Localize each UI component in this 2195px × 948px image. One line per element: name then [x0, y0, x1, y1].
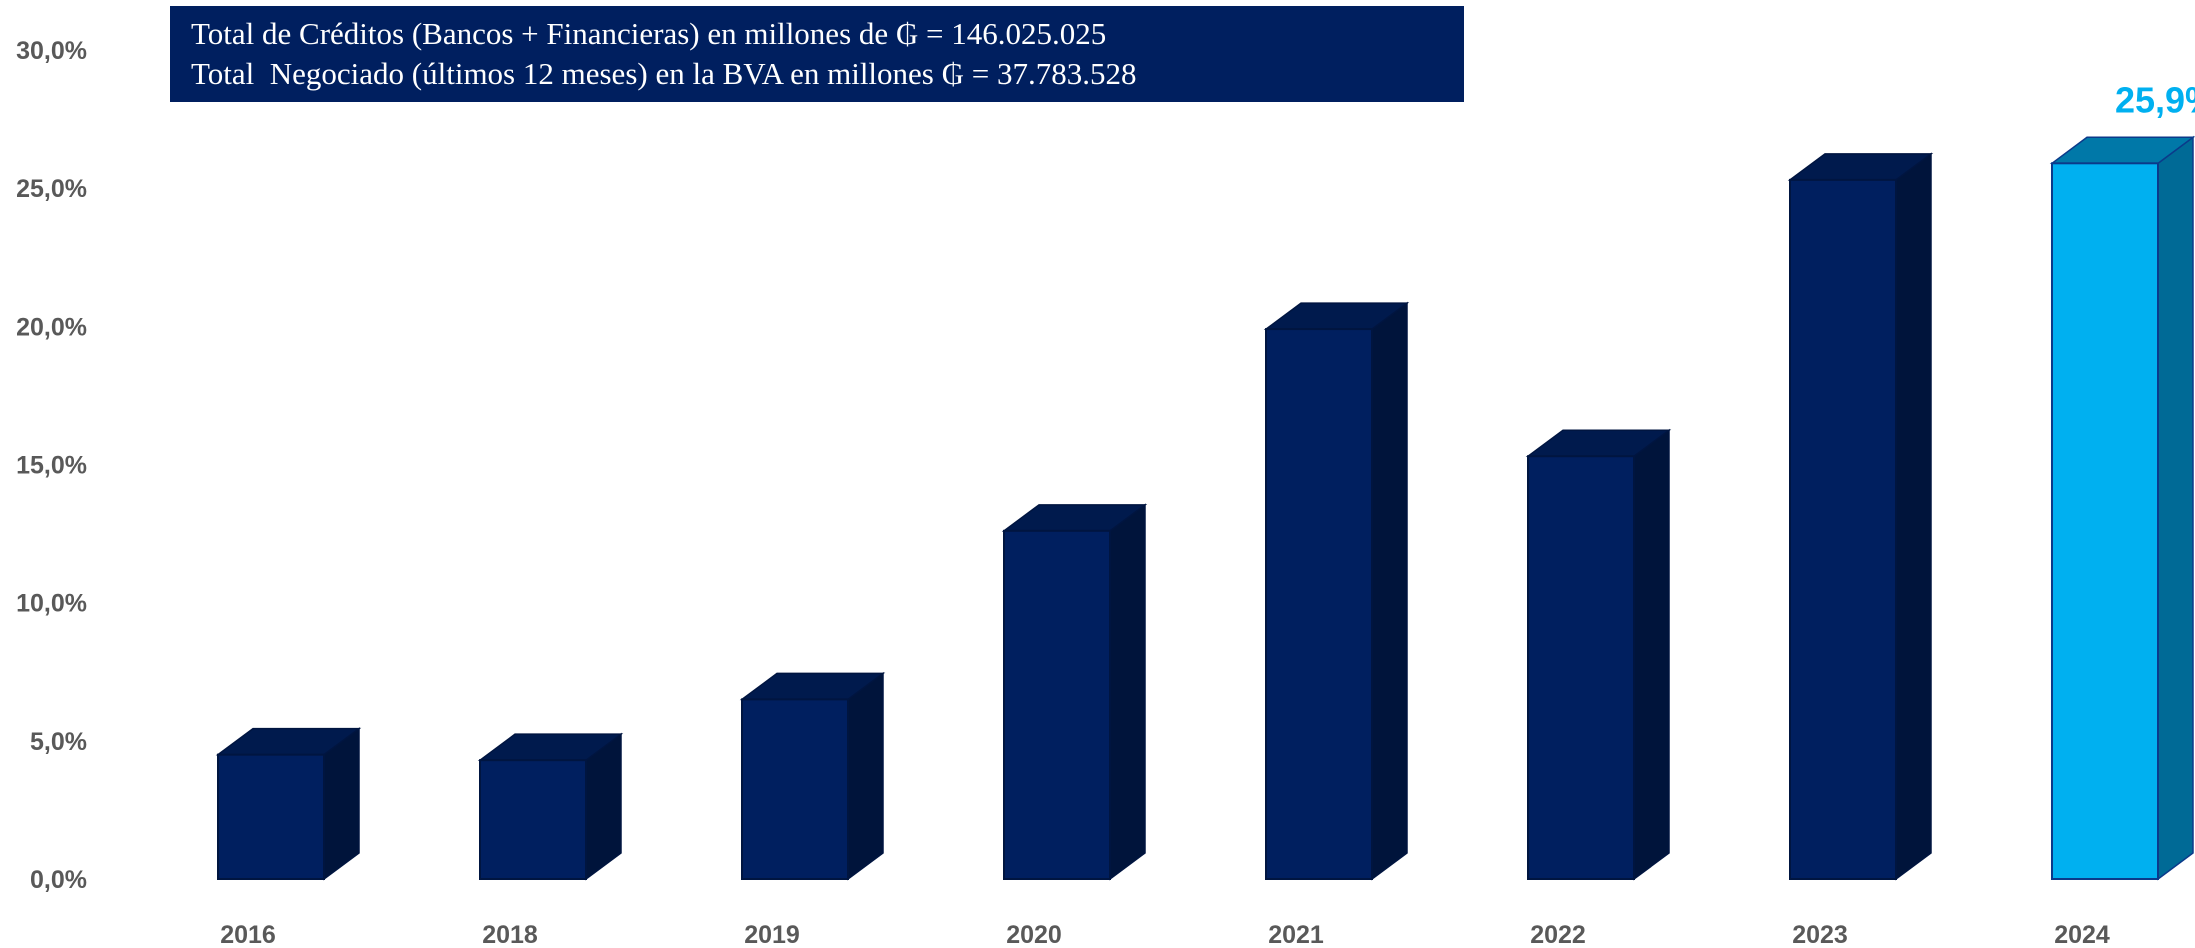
x-tick-label: 2024 [2054, 921, 2110, 948]
bar-side-face [1895, 152, 1932, 881]
info-line-total-creditos: Total de Créditos (Bancos + Financieras)… [191, 16, 1107, 51]
bar-front-face [1527, 455, 1635, 880]
bar-front-face [2051, 162, 2159, 880]
x-tick-label: 2021 [1268, 921, 1324, 948]
x-axis: 2016 2018 2019 2020 2021 2022 2023 2024 [220, 921, 2110, 948]
data-label-2024: 25,9% [2115, 79, 2195, 120]
bar-side-face [1633, 428, 1670, 881]
info-box: Total de Créditos (Bancos + Financieras)… [170, 6, 1464, 102]
y-tick-label: 15,0% [16, 452, 87, 480]
bar-front-face [741, 698, 849, 881]
bar-side-face [847, 671, 884, 881]
bar-2022 [1525, 428, 1672, 881]
x-tick-label: 2016 [220, 921, 276, 948]
y-tick-label: 5,0% [30, 728, 87, 756]
bar-side-face [1371, 301, 1408, 881]
y-tick-label: 0,0% [30, 866, 87, 894]
x-tick-label: 2023 [1792, 921, 1848, 948]
x-tick-label: 2019 [744, 921, 800, 948]
x-tick-label: 2022 [1530, 921, 1586, 948]
bar-2023 [1787, 152, 1934, 881]
bar-2021 [1263, 301, 1410, 881]
bar-front-face [1789, 178, 1897, 881]
bar-front-face [479, 759, 587, 881]
bars-group [215, 135, 2195, 881]
bar-2020 [1001, 503, 1148, 881]
y-tick-label: 20,0% [16, 313, 87, 341]
info-line-total-negociado: Total Negociado (últimos 12 meses) en la… [191, 56, 1137, 91]
bar-side-face [2157, 135, 2194, 881]
data-labels-group: 25,9% [2115, 79, 2195, 120]
bar-2016 [215, 727, 362, 881]
y-tick-label: 25,0% [16, 175, 87, 203]
bar-front-face [1003, 529, 1111, 880]
bar-side-face [1109, 503, 1146, 881]
x-tick-label: 2020 [1006, 921, 1062, 948]
bar-front-face [1265, 328, 1373, 880]
y-axis: 0,0% 5,0% 10,0% 15,0% 20,0% 25,0% 30,0% [16, 37, 87, 894]
x-tick-label: 2018 [482, 921, 538, 948]
bar-2024 [2049, 135, 2195, 881]
y-tick-label: 10,0% [16, 590, 87, 618]
bar-2018 [477, 732, 624, 881]
y-tick-label: 30,0% [16, 37, 87, 65]
bar-front-face [217, 753, 325, 881]
bar-2019 [739, 671, 886, 881]
